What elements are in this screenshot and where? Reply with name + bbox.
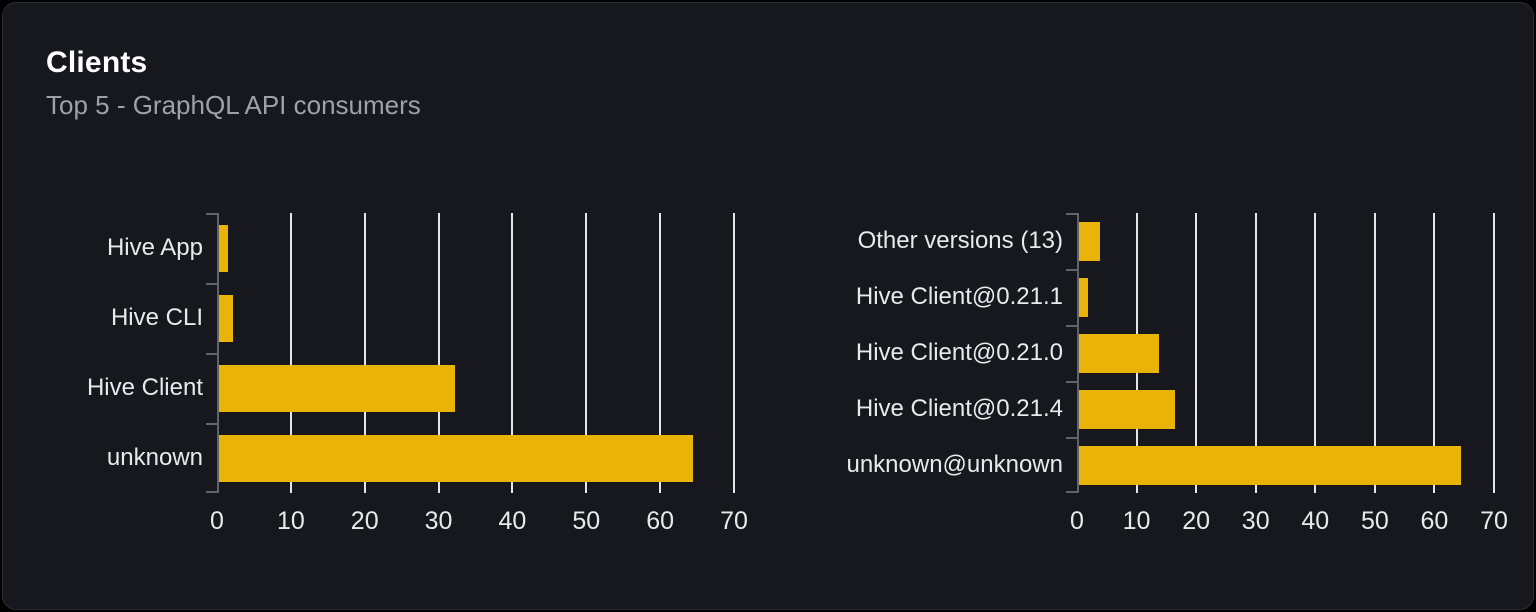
plot-area <box>206 213 748 493</box>
x-tick-label-30: 30 <box>1241 507 1270 535</box>
gridline-60 <box>1433 213 1436 493</box>
y-axis-tick <box>206 491 217 493</box>
category-label-hive-app: Hive App <box>106 234 203 261</box>
gridline-40 <box>1314 213 1317 493</box>
y-axis-line <box>217 213 219 493</box>
x-tick-label-10: 10 <box>1122 507 1151 535</box>
category-label-unknown: unknown <box>106 444 203 471</box>
gridline-30 <box>437 213 440 493</box>
x-tick-label-40: 40 <box>1301 507 1330 535</box>
y-axis-tick <box>1066 437 1077 439</box>
gridline-20 <box>363 213 366 493</box>
x-tick-label-20: 20 <box>1182 507 1211 535</box>
y-axis-tick <box>1066 269 1077 271</box>
clients-by-version-bar-chart: Other versions (13) Hive Client@0.21.1 Hiv… <box>846 213 1510 540</box>
bar-hive-client-0-21-0[interactable] <box>1079 333 1160 373</box>
x-tick-label-0: 0 <box>1070 507 1084 535</box>
x-axis: 0 10 20 30 40 50 60 70 <box>210 506 748 540</box>
gridline-20 <box>1195 213 1198 493</box>
charts-row: Hive App Hive CLI Hive Client unknown 0 10 20 3… <box>3 213 1533 540</box>
bar-hive-cli[interactable] <box>219 294 233 342</box>
gridline-40 <box>511 213 514 493</box>
gridline-60 <box>659 213 662 493</box>
gridline-30 <box>1254 213 1257 493</box>
chart-body: Other versions (13) Hive Client@0.21.1 Hiv… <box>846 213 1510 493</box>
category-label-hive-client-0-21-4: Hive Client@0.21.4 <box>855 395 1063 422</box>
x-tick-label-60: 60 <box>646 507 675 535</box>
x-tick-label-20: 20 <box>350 507 379 535</box>
y-axis-tick <box>1066 381 1077 383</box>
x-tick-label-50: 50 <box>572 507 601 535</box>
category-label-hive-cli: Hive CLI <box>110 304 203 331</box>
bar-unknown-unknown[interactable] <box>1079 445 1461 485</box>
clients-by-name-bar-chart: Hive App Hive CLI Hive Client unknown 0 10 20 3… <box>46 213 748 540</box>
x-tick-label-70: 70 <box>720 507 748 535</box>
card-title: Clients <box>46 46 148 79</box>
category-axis: Hive App Hive CLI Hive Client unknown <box>46 213 217 493</box>
x-tick-label-60: 60 <box>1420 507 1449 535</box>
bar-hive-app[interactable] <box>219 224 229 272</box>
y-axis-tick <box>1066 325 1077 327</box>
card-subtitle: Top 5 - GraphQL API consumers <box>46 90 421 120</box>
bar-other-versions-13[interactable] <box>1079 221 1101 261</box>
x-tick-label-10: 10 <box>276 507 305 535</box>
x-tick-label-30: 30 <box>424 507 453 535</box>
plot-area <box>1066 213 1510 493</box>
x-axis: 0 10 20 30 40 50 60 70 <box>1070 506 1510 540</box>
y-axis-line <box>1077 213 1079 493</box>
y-axis-tick <box>206 213 217 215</box>
card-header: Clients Top 5 - GraphQL API consumers <box>3 3 1533 121</box>
gridline-10 <box>289 213 292 493</box>
category-label-unknown-unknown: unknown@unknown <box>846 451 1063 478</box>
x-tick-label-50: 50 <box>1360 507 1389 535</box>
bar-hive-client-0-21-1[interactable] <box>1079 277 1089 317</box>
gridline-50 <box>1373 213 1376 493</box>
y-axis-tick <box>206 283 217 285</box>
bar-hive-client[interactable] <box>219 364 455 412</box>
category-label-hive-client-0-21-0: Hive Client@0.21.0 <box>855 339 1063 366</box>
bar-hive-client-0-21-4[interactable] <box>1079 389 1175 429</box>
chart-body: Hive App Hive CLI Hive Client unknown <box>46 213 748 493</box>
x-tick-label-40: 40 <box>498 507 527 535</box>
x-tick-label-0: 0 <box>210 507 224 535</box>
gridline-70 <box>733 213 735 493</box>
category-label-hive-client: Hive Client <box>86 374 203 401</box>
gridline-70 <box>1493 213 1495 493</box>
y-axis-tick <box>1066 491 1077 493</box>
x-tick-label-70: 70 <box>1480 507 1508 535</box>
bar-unknown[interactable] <box>219 434 693 482</box>
y-axis-tick <box>206 423 217 425</box>
y-axis-tick <box>1066 213 1077 215</box>
gridline-50 <box>585 213 588 493</box>
y-axis-tick <box>206 353 217 355</box>
category-label-other-versions-13: Other versions (13) <box>857 227 1063 254</box>
category-axis: Other versions (13) Hive Client@0.21.1 Hiv… <box>846 213 1077 493</box>
category-label-hive-client-0-21-1: Hive Client@0.21.1 <box>855 283 1063 310</box>
